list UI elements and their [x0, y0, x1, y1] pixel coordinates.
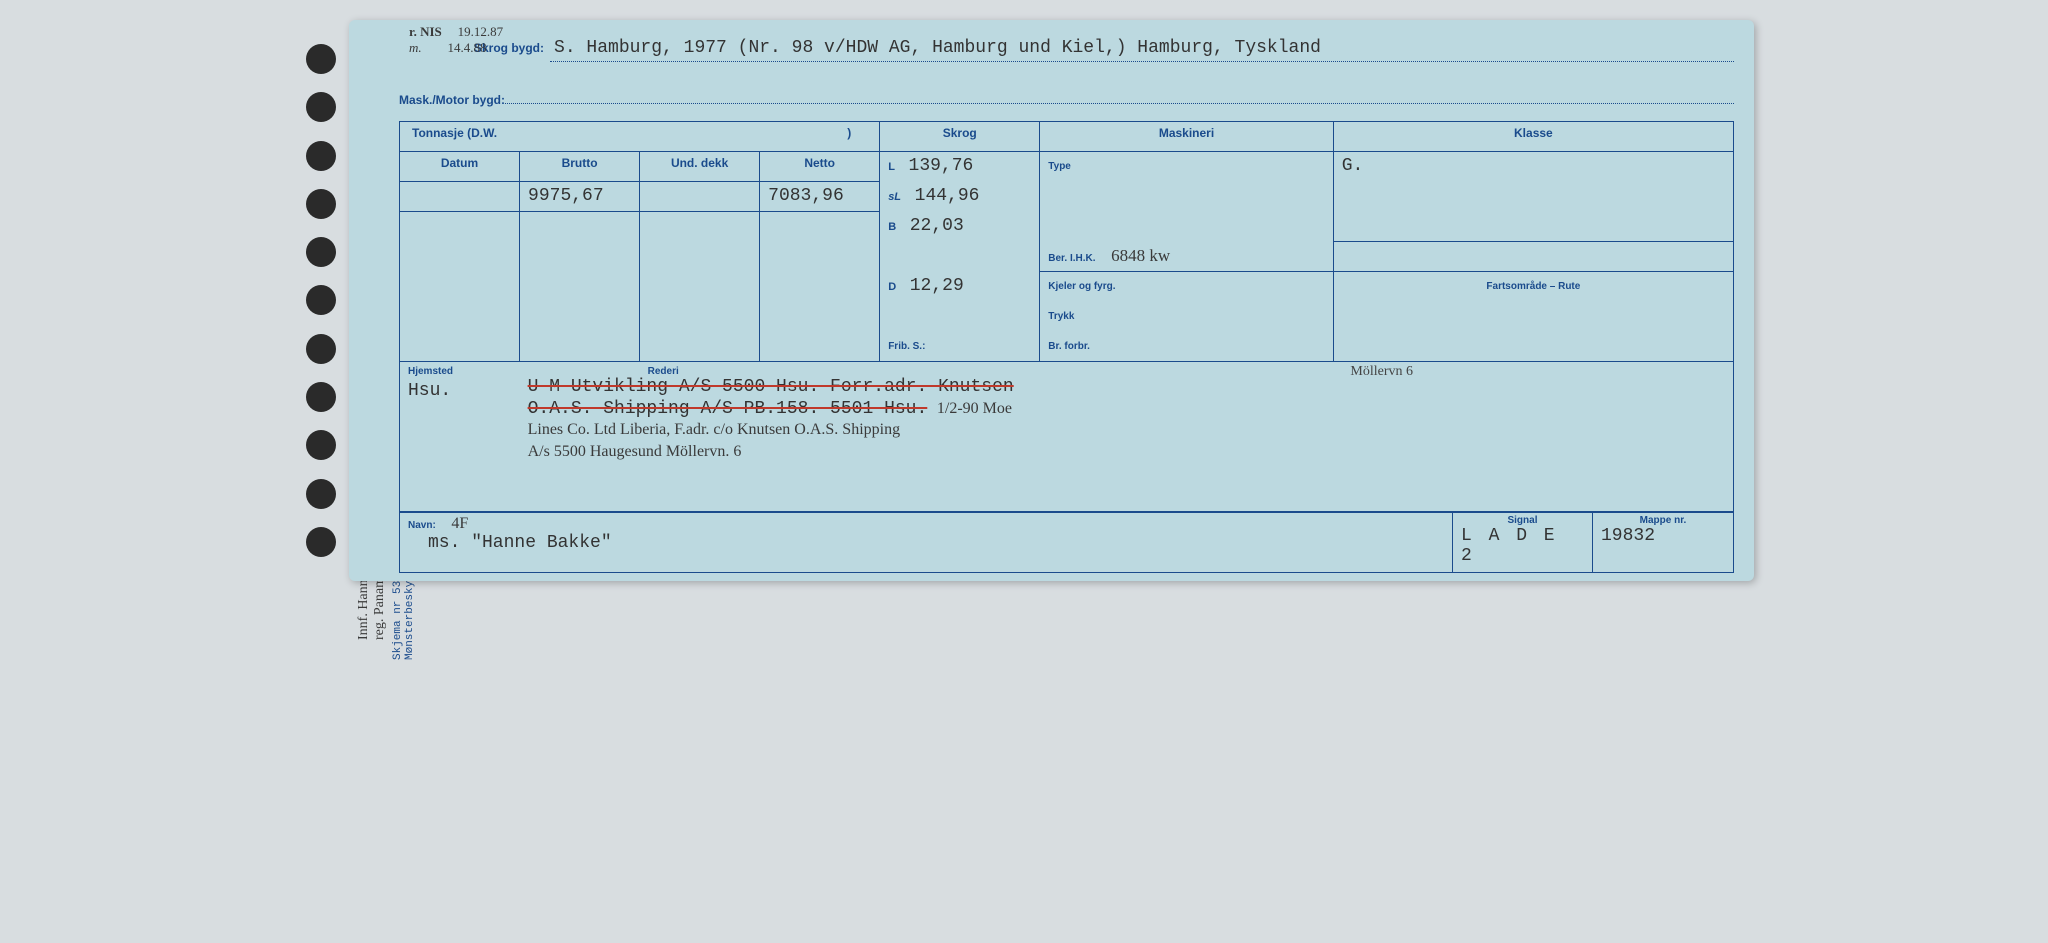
card-wrapper: Innf. Hanne Bakke reg. Panama VISCARD Vi…: [294, 20, 1754, 581]
type-label: Type: [1048, 161, 1071, 172]
signal-label: Signal: [1461, 515, 1584, 526]
hjemsted-value: Hsu.: [408, 381, 518, 401]
hole: [306, 285, 336, 315]
mask-motor-row: Mask./Motor bygd:: [399, 80, 1734, 107]
hdr-tonnasje-close: ): [847, 126, 871, 140]
hole: [306, 44, 336, 74]
hw-reg: r. NIS: [409, 24, 442, 39]
hole: [306, 382, 336, 412]
hdr-klasse: Klasse: [1333, 122, 1733, 152]
hw-mollervn: Möllervn 6: [1350, 364, 1413, 380]
skrog-bygd-value: S. Hamburg, 1977 (Nr. 98 v/HDW AG, Hambu…: [550, 38, 1734, 62]
trykk-label: Trykk: [1048, 311, 1074, 322]
B-prefix: B: [888, 221, 896, 233]
netto-cell: 7083,96: [760, 182, 880, 212]
hw-side-note-2: reg. Panama: [372, 571, 388, 640]
sL-value: 144,96: [915, 186, 980, 206]
ber-ihk-hw: 6848 kw: [1111, 246, 1170, 265]
rederi-label: Rederi: [648, 366, 1715, 377]
hole: [306, 237, 336, 267]
rederi-line1: U-M Utvikling A/S 5500 Hsu. Forr.adr. Kn…: [528, 377, 1014, 397]
mappe-label: Mappe nr.: [1601, 515, 1725, 526]
unddekk-cell: [640, 182, 760, 212]
main-grid: Tonnasje (D.W. ) Skrog Maskineri Klasse …: [399, 121, 1734, 362]
hdr-tonnasje: Tonnasje (D.W.: [412, 126, 497, 140]
hole: [306, 479, 336, 509]
fartsomrade-label: Fartsområde – Rute: [1486, 281, 1580, 292]
hw-date2: 14.4.88: [447, 40, 486, 55]
rederi-line3-hw: Lines Co. Ltd Liberia, F.adr. c/o Knutse…: [528, 421, 1715, 443]
B-value: 22,03: [910, 216, 964, 236]
hole: [306, 189, 336, 219]
hdr-datum: Datum: [400, 152, 520, 182]
sL-prefix: sL: [888, 191, 901, 203]
hole: [306, 334, 336, 364]
hdr-netto: Netto: [760, 152, 880, 182]
hole: [306, 141, 336, 171]
hdr-skrog: Skrog: [880, 122, 1040, 152]
ber-ihk-label: Ber. I.H.K.: [1048, 253, 1095, 264]
rederi-line2: O.A.S. Shipping A/S PB.158. 5501 Hsu.: [528, 399, 928, 419]
klasse-value: G.: [1342, 156, 1364, 176]
hdr-maskineri: Maskineri: [1040, 122, 1333, 152]
D-prefix: D: [888, 281, 896, 293]
brforbr-label: Br. forbr.: [1048, 341, 1090, 352]
kjeler-label: Kjeler og fyrg.: [1048, 281, 1115, 292]
index-card: r. NIS 19.12.87 m. 14.4.88 Skrog bygd: S…: [349, 20, 1754, 581]
hdr-unddekk: Und. dekk: [640, 152, 760, 182]
hw-date1: 19.12.87: [458, 24, 504, 39]
datum-cell: [400, 182, 520, 212]
navn-typed: ms. "Hanne Bakke": [428, 533, 612, 553]
hjemsted-label: Hjemsted: [408, 366, 518, 377]
L-prefix: L: [888, 161, 895, 173]
hole: [306, 92, 336, 122]
navn-label: Navn:: [408, 520, 436, 531]
L-value: 139,76: [909, 156, 974, 176]
navn-hw: 4F: [451, 515, 468, 532]
skrog-bygd-row: Skrog bygd: S. Hamburg, 1977 (Nr. 98 v/H…: [474, 38, 1734, 62]
mask-value: [505, 80, 1734, 104]
rederi-block: Hjemsted Hsu. Rederi Möllervn 6 U-M Utvi…: [399, 362, 1734, 512]
hole: [306, 527, 336, 557]
mappe-value: 19832: [1601, 526, 1725, 546]
hdr-brutto: Brutto: [520, 152, 640, 182]
hole: [306, 430, 336, 460]
bottom-row: Navn: 4F ms. "Hanne Bakke" Signal L A D …: [399, 512, 1734, 573]
top-handwritten-dates: r. NIS 19.12.87 m. 14.4.88: [409, 24, 503, 56]
frib-label: Frib. S.:: [888, 341, 925, 352]
punch-holes: [294, 20, 349, 581]
hw-m: m.: [409, 40, 422, 55]
mask-label: Mask./Motor bygd:: [399, 93, 505, 107]
D-value: 12,29: [910, 276, 964, 296]
rederi-line2-hw: 1/2-90 Moe: [937, 400, 1012, 417]
rederi-line4-hw: A/s 5500 Haugesund Möllervn. 6: [528, 443, 1715, 465]
brutto-cell: 9975,67: [520, 182, 640, 212]
signal-value: L A D E 2: [1461, 526, 1584, 566]
